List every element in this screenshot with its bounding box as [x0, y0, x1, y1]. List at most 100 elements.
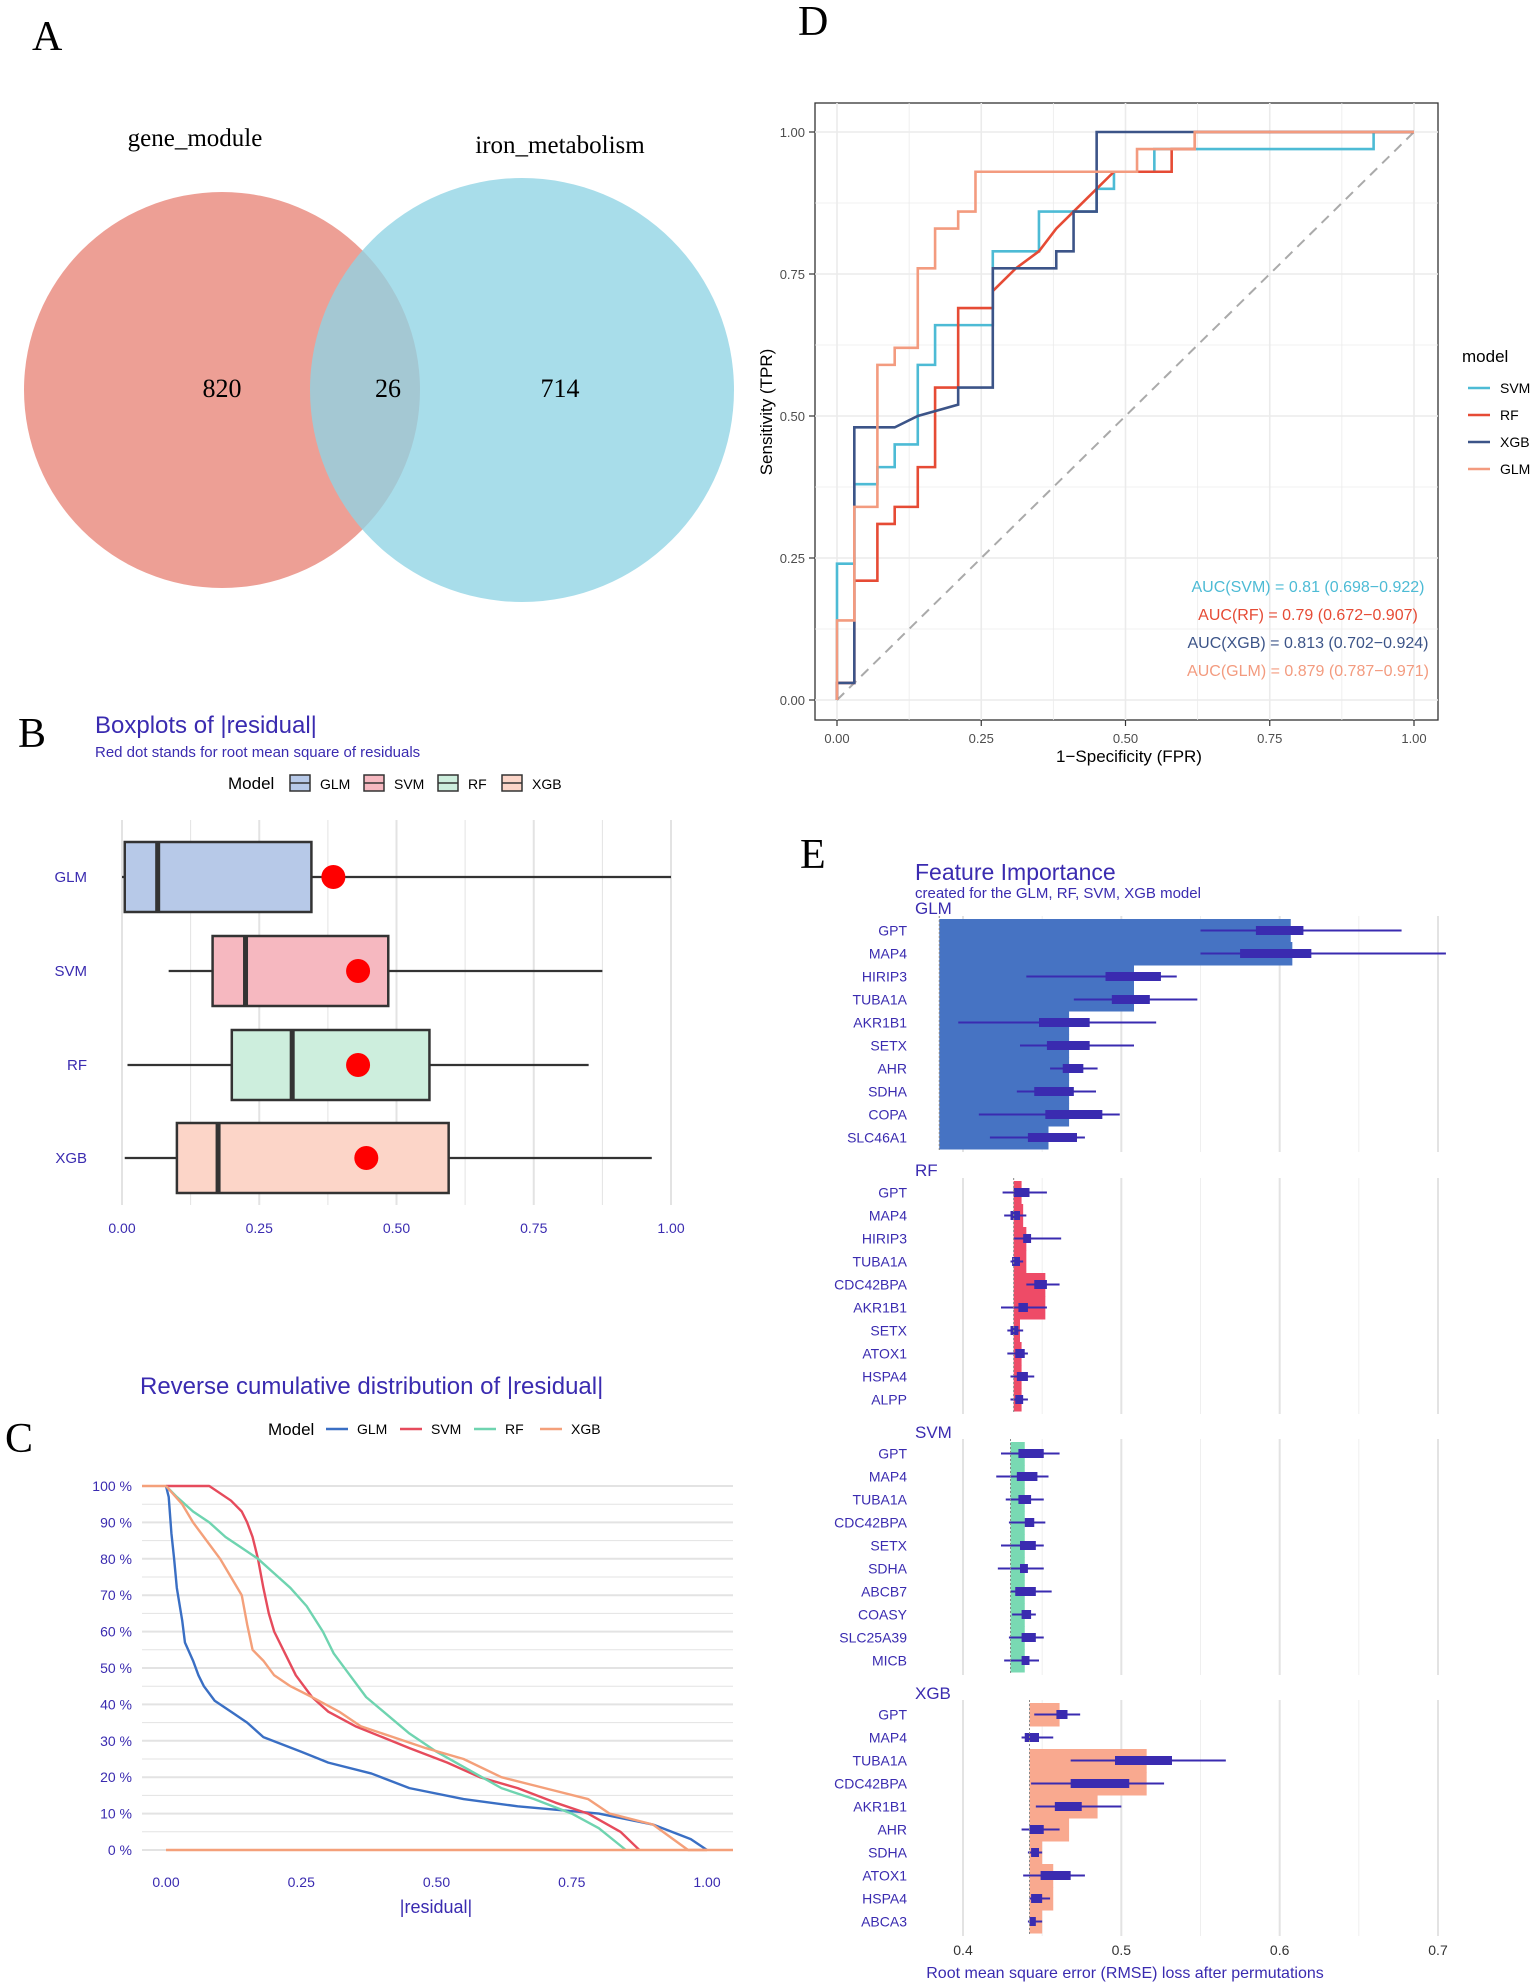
roc-legend-title: model	[1462, 347, 1508, 366]
cdf-y-tick-label: 80 %	[100, 1551, 132, 1567]
fi-box	[1034, 1087, 1074, 1096]
fi-feature-label: SLC25A39	[839, 1630, 907, 1646]
panel-c: C Reverse cumulative distribution of |re…	[5, 1373, 733, 1917]
boxplot-legend: Model GLM SVM RF XGB	[228, 774, 562, 793]
fi-box	[1040, 1871, 1071, 1880]
cdf-legend-title: Model	[268, 1420, 314, 1439]
fi-feature-label: ABCB7	[861, 1584, 907, 1600]
fi-box	[1018, 1449, 1044, 1458]
roc-legend: model SVM RF XGB GLM	[1462, 347, 1530, 477]
fi-box	[1054, 1802, 1082, 1811]
roc-y-tick-label: 0.50	[780, 409, 805, 424]
boxplot-box-glm	[123, 840, 313, 914]
fi-feature-label: ABCA3	[861, 1914, 907, 1930]
roc-x-tick-label: 0.25	[969, 731, 994, 746]
cdf-legend-label-svm: SVM	[431, 1421, 461, 1437]
fi-x-axis-label: Root mean square error (RMSE) loss after…	[926, 1965, 1323, 1982]
cdf-y-tick-label: 10 %	[100, 1806, 132, 1822]
fi-feature-label: SLC46A1	[847, 1130, 907, 1146]
cdf-x-tick-label: 0.75	[558, 1874, 585, 1890]
fi-feature-label: CDC42BPA	[834, 1277, 908, 1293]
roc-lines	[835, 130, 1414, 700]
roc-plot-area	[814, 102, 1439, 721]
fi-facet-label-rf: RF	[915, 1161, 938, 1180]
fi-bar-glm	[939, 1057, 1070, 1081]
cdf-y-tick-label: 60 %	[100, 1624, 132, 1640]
fi-box	[1015, 1587, 1036, 1596]
roc-y-tick-label: 0.00	[780, 693, 805, 708]
fi-box	[1029, 1825, 1044, 1834]
cdf-legend-label-xgb: XGB	[571, 1421, 601, 1437]
cdf-line-glm	[164, 1485, 708, 1851]
fi-feature-label: COPA	[868, 1107, 907, 1123]
cdf-legend: Model GLM SVM RF XGB	[268, 1420, 601, 1439]
fi-box	[1010, 1211, 1020, 1220]
roc-auc-label-xgb: AUC(XGB) = 0.813 (0.702−0.924)	[1187, 635, 1428, 652]
fi-box	[1046, 1041, 1090, 1050]
roc-auc-labels: AUC(SVM) = 0.81 (0.698−0.922) AUC(RF) = 0…	[1187, 579, 1429, 680]
fi-bar-glm	[939, 988, 1134, 1012]
fi-facet-svm: SVM GPT MAP4 TUBA1A CDC42BPA SETX SDHA ABCB7 COA…	[834, 1423, 1439, 1675]
boxplot-y-label-xgb: XGB	[55, 1150, 87, 1167]
cdf-x-tick-label: 0.25	[288, 1874, 315, 1890]
roc-auc-label-svm: AUC(SVM) = 0.81 (0.698−0.922)	[1191, 579, 1424, 596]
fi-box	[1240, 949, 1312, 958]
panel-e: E Feature Importance created for the GLM…	[800, 832, 1448, 1982]
roc-x-tick-label: 0.50	[1113, 731, 1138, 746]
fi-box	[1039, 1018, 1090, 1027]
fi-subtitle: created for the GLM, RF, SVM, XGB model	[915, 885, 1201, 902]
fi-box	[1024, 1518, 1035, 1527]
fi-x-tick-label: 0.7	[1428, 1942, 1448, 1958]
fi-box	[1031, 1848, 1039, 1857]
boxplot-legend-label-glm: GLM	[320, 776, 350, 792]
panel-d: D 0.00 0.25 0.50 0.75 1.00 0.00 0.25 0.50 0.75 1.…	[757, 0, 1530, 766]
fi-x-tick-label: 0.6	[1270, 1942, 1290, 1958]
roc-y-axis-label: Sensitivity (TPR)	[757, 349, 776, 476]
fi-feature-label: SDHA	[868, 1084, 908, 1100]
boxplot-subtitle: Red dot stands for root mean square of r…	[95, 744, 420, 761]
fi-title: Feature Importance	[915, 859, 1116, 885]
cdf-line-svm	[166, 1484, 641, 1851]
cdf-y-tick-label: 50 %	[100, 1660, 132, 1676]
fi-box	[1021, 1633, 1036, 1642]
fi-feature-label: COASY	[858, 1607, 908, 1623]
fi-facet-label-glm: GLM	[915, 899, 952, 918]
fi-feature-label: SDHA	[868, 1845, 908, 1861]
cdf-y-tick-label: 40 %	[100, 1696, 132, 1712]
cdf-line-xgb	[165, 1485, 707, 1852]
cdf-legend-label-glm: GLM	[357, 1421, 387, 1437]
roc-legend-label-xgb: XGB	[1500, 434, 1530, 450]
cdf-lines	[142, 1484, 733, 1852]
fi-box	[1020, 1541, 1036, 1550]
boxplot-boxes: GLM SVM RF XGB	[54, 840, 671, 1195]
boxplot-x-tick-label: 0.50	[383, 1220, 410, 1236]
fi-feature-label: SETX	[870, 1538, 907, 1554]
boxplot-title: Boxplots of |residual|	[95, 712, 317, 739]
panel-a: A gene_module iron_metabolism 820 26 714	[24, 14, 734, 602]
fi-feature-label: ALPP	[871, 1392, 907, 1408]
fi-box	[1056, 1710, 1068, 1719]
boxplot-rmse-dot-xgb	[354, 1146, 379, 1170]
boxplot-rmse-dot-svm	[346, 959, 371, 983]
fi-box	[1018, 1495, 1032, 1504]
fi-feature-label: SETX	[870, 1038, 907, 1054]
fi-facet-glm: GLM GPT MAP4 HIRIP3 TUBA1A AKR1B1 SETX AHR SDHA C…	[847, 899, 1446, 1152]
fi-feature-label: HSPA4	[862, 1369, 907, 1385]
fi-feature-label: ATOX1	[862, 1346, 907, 1362]
roc-grid	[815, 103, 1438, 720]
boxplot-rmse-dot-rf	[346, 1053, 371, 1077]
roc-legend-label-rf: RF	[1500, 407, 1519, 423]
cdf-y-tick-label: 90 %	[100, 1514, 132, 1530]
fi-facet-xgb: XGB GPT MAP4 TUBA1A CDC42BPA AKR1B1 AHR SDHA ATO…	[834, 1684, 1439, 1936]
panel-label-c: C	[5, 1416, 33, 1462]
fi-feature-label: TUBA1A	[853, 1492, 908, 1508]
fi-facet-label-svm: SVM	[915, 1423, 952, 1442]
fi-box	[1010, 1326, 1019, 1335]
boxplot-y-label-rf: RF	[67, 1057, 87, 1074]
cdf-y-tick-label: 30 %	[100, 1733, 132, 1749]
venn-set-label-right: iron_metabolism	[475, 132, 645, 159]
fi-feature-label: TUBA1A	[853, 992, 908, 1008]
fi-feature-label: MICB	[872, 1653, 907, 1669]
cdf-y-tick-label: 0 %	[108, 1842, 132, 1858]
